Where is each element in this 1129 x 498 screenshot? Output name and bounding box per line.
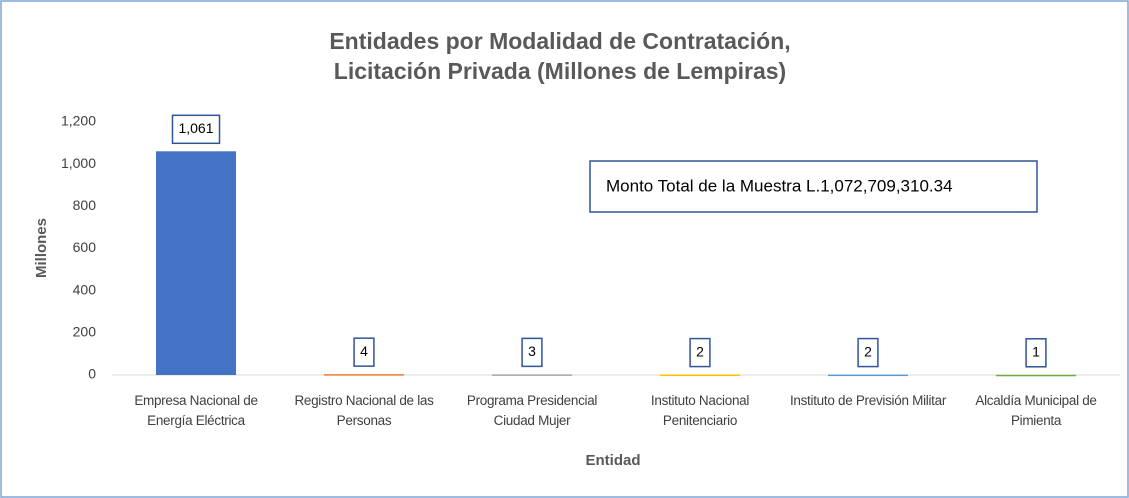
value-label-box <box>857 337 879 368</box>
y-tick-label: 600 <box>73 239 97 255</box>
y-tick-label: 1,000 <box>61 155 96 171</box>
bar <box>660 374 740 377</box>
value-label-box <box>1025 338 1047 368</box>
annotation-box <box>589 160 1038 213</box>
y-tick-label: 400 <box>73 281 97 297</box>
value-label: 1 <box>1032 343 1040 359</box>
y-tick-label: 0 <box>88 366 96 382</box>
annotation: Monto Total de la Muestra L.1,072,709,31… <box>606 176 953 195</box>
value-label-box <box>521 337 543 368</box>
x-tick-label: Empresa Nacional de Energía Eléctrica <box>134 393 258 428</box>
y-tick-label: 800 <box>73 197 97 213</box>
chart-title: Entidades por Modalidad de Contratación,… <box>329 28 791 84</box>
value-label: 1,061 <box>178 120 213 136</box>
value-label-box <box>171 114 221 145</box>
x-tick-label: Registro Nacional de las Personas <box>294 393 434 428</box>
x-axis-title: Entidad <box>586 452 641 469</box>
value-label: 4 <box>360 343 368 359</box>
value-label-box <box>689 337 711 368</box>
value-label: 3 <box>528 343 536 359</box>
value-label-box <box>353 337 375 367</box>
bar <box>324 374 404 376</box>
bar <box>492 374 572 376</box>
x-tick-label: Instituto Nacional Penitenciario <box>650 393 750 428</box>
bar <box>156 151 236 375</box>
value-label: 2 <box>696 343 704 359</box>
x-tick-label: Alcaldía Municipal de Pimienta <box>975 393 1097 428</box>
x-tick-label: Programa Presidencial Ciudad Mujer <box>466 393 598 428</box>
y-tick-label: 200 <box>73 324 97 340</box>
y-tick-label: 1,200 <box>61 113 96 129</box>
x-tick-label: Instituto de Previsión Militar <box>789 393 947 408</box>
bar <box>828 374 908 377</box>
y-axis-title: Millones <box>33 218 50 278</box>
value-label: 2 <box>864 343 872 359</box>
bar <box>996 374 1076 377</box>
